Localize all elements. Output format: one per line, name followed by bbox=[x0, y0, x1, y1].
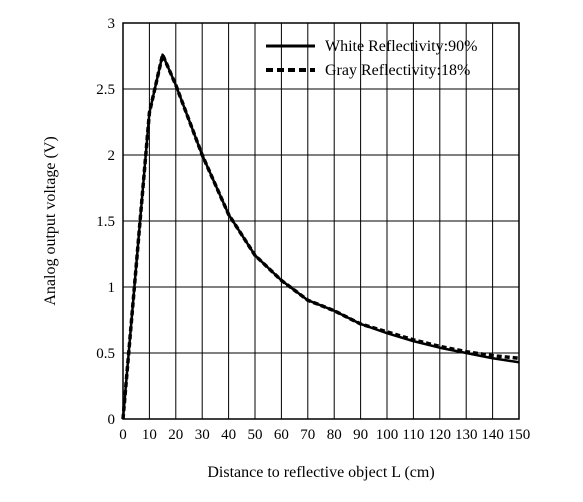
x-tick-label: 20 bbox=[168, 427, 183, 443]
plot-frame bbox=[122, 22, 520, 420]
series-lines bbox=[121, 52, 520, 420]
x-tick-label: 90 bbox=[353, 427, 368, 443]
grid bbox=[123, 23, 519, 419]
y-axis-title: Analog output voltage (V) bbox=[42, 136, 59, 305]
legend-label: Gray Reflectivity:18% bbox=[325, 62, 470, 79]
legend-label: White Reflectivity:90% bbox=[325, 38, 477, 55]
y-tick-label: 3 bbox=[108, 16, 116, 32]
x-tick-labels: 0 10 20 30 40 50 60 70 80 90 100 110 120 130 140 150 bbox=[119, 427, 530, 443]
x-tick-label: 110 bbox=[402, 427, 424, 443]
x-tick-label: 130 bbox=[455, 427, 478, 443]
series-line-white-reflectivity bbox=[121, 53, 520, 420]
y-tick-labels: 0 0.5 1 1.5 2 2.5 3 bbox=[96, 16, 115, 428]
x-tick-label: 60 bbox=[274, 427, 289, 443]
x-tick-label: 10 bbox=[142, 427, 157, 443]
x-tick-label: 0 bbox=[119, 427, 127, 443]
x-tick-label: 100 bbox=[376, 427, 399, 443]
x-tick-label: 50 bbox=[248, 427, 263, 443]
y-tick-label: 1.5 bbox=[96, 214, 115, 230]
x-tick-label: 80 bbox=[327, 427, 342, 443]
y-tick-label: 0.5 bbox=[96, 346, 115, 362]
x-tick-label: 140 bbox=[481, 427, 504, 443]
x-axis-title: Distance to reflective object L (cm) bbox=[207, 464, 434, 481]
legend: White Reflectivity:90% Gray Reflectivity:… bbox=[266, 38, 477, 79]
y-tick-label: 1 bbox=[108, 280, 116, 296]
x-tick-label: 40 bbox=[221, 427, 236, 443]
series-line-gray-reflectivity bbox=[121, 52, 520, 420]
y-tick-label: 0 bbox=[108, 412, 116, 428]
x-tick-label: 70 bbox=[300, 427, 315, 443]
x-tick-label: 120 bbox=[429, 427, 452, 443]
y-tick-label: 2 bbox=[108, 148, 116, 164]
x-tick-label: 30 bbox=[195, 427, 210, 443]
x-tick-label: 150 bbox=[508, 427, 531, 443]
y-tick-label: 2.5 bbox=[96, 82, 115, 98]
